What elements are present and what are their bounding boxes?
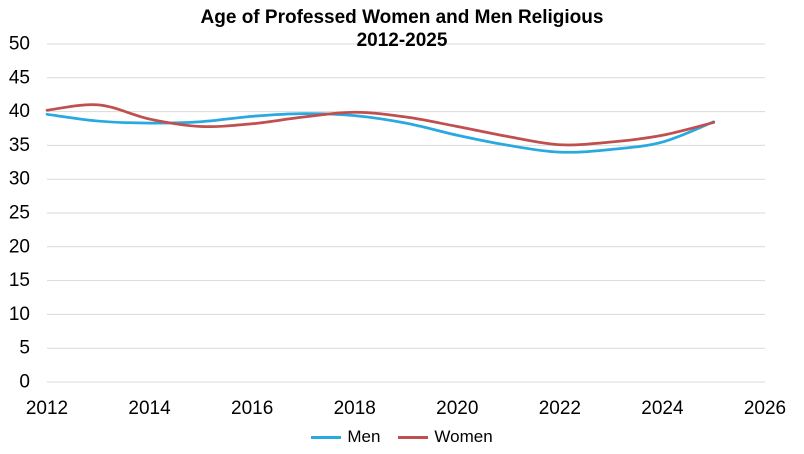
- x-tick-label: 2026: [744, 398, 786, 419]
- y-tick-label: 10: [9, 304, 30, 325]
- legend: Men Women: [0, 427, 804, 447]
- x-tick-label: 2016: [231, 398, 273, 419]
- y-tick-label: 20: [9, 236, 30, 257]
- men-line: [45, 112, 716, 154]
- gridlines: [47, 43, 765, 383]
- x-tick-label: 2014: [128, 398, 171, 419]
- series-lines: [45, 103, 716, 154]
- y-tick-label: 30: [9, 169, 30, 190]
- y-tick-label: 25: [9, 203, 30, 224]
- legend-item-women: Women: [398, 427, 493, 447]
- legend-item-men: Men: [311, 427, 380, 447]
- women-line: [45, 103, 716, 147]
- x-tick-label: 2012: [26, 398, 68, 419]
- x-tick-label: 2020: [436, 398, 478, 419]
- women-legend-swatch-icon: [398, 435, 429, 439]
- y-tick-label: 5: [19, 338, 30, 359]
- x-tick-label: 2018: [334, 398, 376, 419]
- y-tick-label: 0: [19, 372, 30, 393]
- men-legend-swatch-icon: [311, 435, 342, 439]
- y-axis-labels: 0 5 10 15 20 25 30 35 40 45 50: [9, 34, 30, 393]
- legend-label: Women: [434, 427, 493, 446]
- y-tick-label: 50: [9, 34, 30, 55]
- x-tick-label: 2024: [641, 398, 684, 419]
- legend-label: Men: [347, 427, 381, 446]
- y-tick-label: 35: [9, 135, 30, 156]
- x-axis-labels: 2012 2014 2016 2018 2020 2022 2024 2026: [26, 398, 786, 419]
- y-tick-label: 45: [9, 67, 30, 88]
- x-tick-label: 2022: [539, 398, 581, 419]
- y-tick-label: 40: [9, 101, 30, 122]
- y-tick-label: 15: [9, 270, 30, 291]
